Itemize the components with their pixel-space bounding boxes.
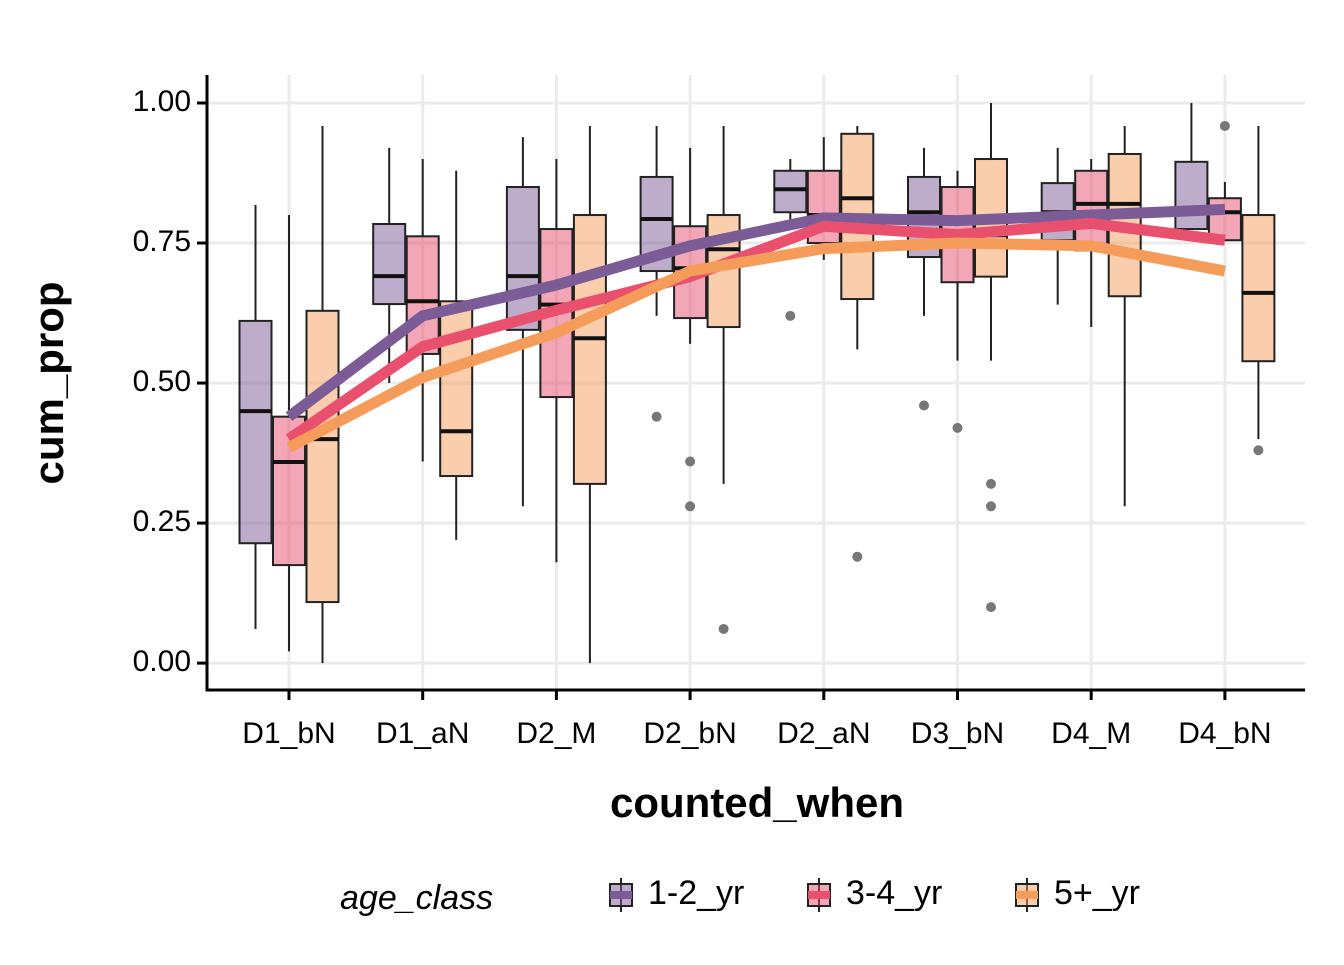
y-tick-label: 0.50 xyxy=(133,365,191,398)
x-tick-label: D2_bN xyxy=(643,717,736,750)
outlier xyxy=(986,478,996,489)
legend-title: age_class xyxy=(340,879,493,917)
y-tick-label: 0.00 xyxy=(133,645,191,678)
legend-label: 3-4_yr xyxy=(846,874,942,912)
box xyxy=(238,319,273,545)
x-tick-label: D3_bN xyxy=(911,717,1004,750)
x-tick-label: D1_aN xyxy=(376,717,469,750)
box xyxy=(372,222,407,306)
outlier xyxy=(952,422,963,433)
box xyxy=(1174,160,1209,231)
outlier xyxy=(785,310,796,321)
box xyxy=(405,235,440,355)
x-tick-label: D1_bN xyxy=(242,717,335,750)
box xyxy=(773,169,808,214)
box xyxy=(505,186,540,331)
outlier xyxy=(1219,120,1230,131)
outlier xyxy=(852,551,863,562)
legend-label: 1-2_yr xyxy=(648,874,744,912)
x-tick-label: D2_aN xyxy=(777,717,870,750)
y-tick-label: 1.00 xyxy=(133,85,191,118)
box xyxy=(439,300,474,478)
mean-line xyxy=(285,203,1226,422)
legend-label: 5+_yr xyxy=(1054,874,1140,912)
outlier xyxy=(986,602,996,613)
x-tick-label: D4_bN xyxy=(1178,717,1271,750)
mean-line xyxy=(286,237,1226,453)
box xyxy=(305,309,340,604)
mean-line xyxy=(285,217,1226,444)
plot xyxy=(238,103,1276,664)
y-tick-label: 0.75 xyxy=(133,225,191,258)
outlier xyxy=(1253,445,1264,456)
outlier xyxy=(651,411,662,422)
y-axis-title: cum_prop xyxy=(25,281,72,484)
x-tick-label: D4_M xyxy=(1051,717,1131,750)
box xyxy=(572,214,607,485)
x-axis-title: counted_when xyxy=(610,779,904,826)
box xyxy=(1241,214,1276,363)
y-tick-label: 0.25 xyxy=(133,505,191,538)
outlier xyxy=(685,456,696,467)
outlier xyxy=(919,400,929,411)
outlier xyxy=(685,501,696,512)
outlier xyxy=(986,501,996,512)
outlier xyxy=(718,623,729,634)
x-tick-label: D2_M xyxy=(516,717,596,750)
